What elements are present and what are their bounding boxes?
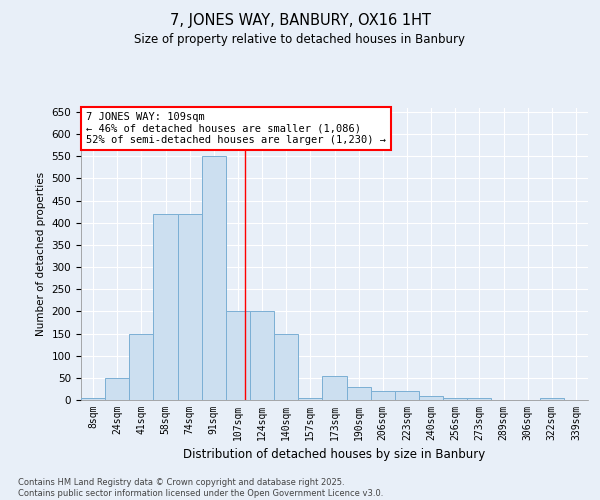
Bar	[467, 398, 491, 400]
Bar	[322, 376, 347, 400]
Bar	[419, 396, 443, 400]
Bar	[250, 312, 274, 400]
Bar	[443, 398, 467, 400]
Y-axis label: Number of detached properties: Number of detached properties	[36, 172, 46, 336]
Bar	[274, 334, 298, 400]
Text: Contains HM Land Registry data © Crown copyright and database right 2025.
Contai: Contains HM Land Registry data © Crown c…	[18, 478, 383, 498]
Text: Size of property relative to detached houses in Banbury: Size of property relative to detached ho…	[134, 32, 466, 46]
Bar	[540, 398, 564, 400]
Bar	[226, 312, 250, 400]
Bar	[347, 386, 371, 400]
Text: 7 JONES WAY: 109sqm
← 46% of detached houses are smaller (1,086)
52% of semi-det: 7 JONES WAY: 109sqm ← 46% of detached ho…	[86, 112, 386, 145]
Text: 7, JONES WAY, BANBURY, OX16 1HT: 7, JONES WAY, BANBURY, OX16 1HT	[170, 12, 431, 28]
Bar	[81, 398, 105, 400]
Bar	[154, 214, 178, 400]
X-axis label: Distribution of detached houses by size in Banbury: Distribution of detached houses by size …	[184, 448, 485, 462]
Bar	[371, 391, 395, 400]
Bar	[105, 378, 129, 400]
Bar	[129, 334, 154, 400]
Bar	[178, 214, 202, 400]
Bar	[395, 391, 419, 400]
Bar	[202, 156, 226, 400]
Bar	[298, 398, 322, 400]
